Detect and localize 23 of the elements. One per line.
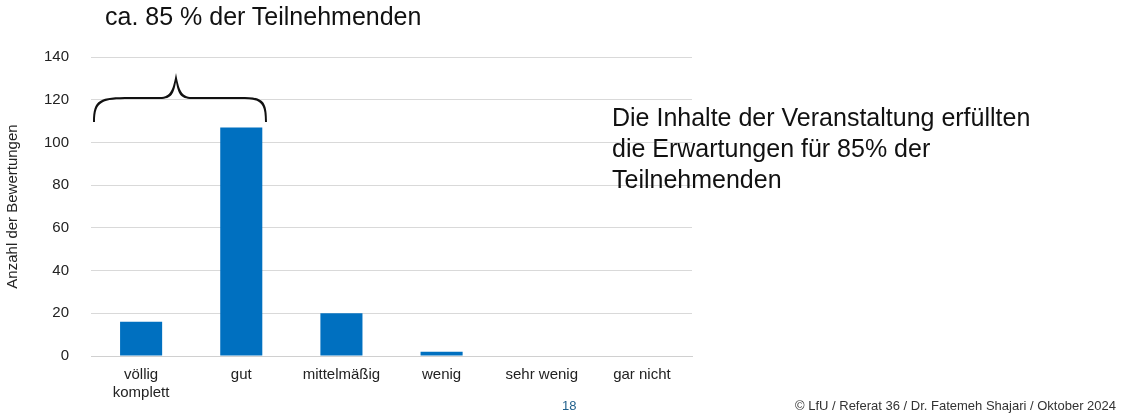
x-tick-label: wenig [420, 365, 462, 383]
x-tick-label: völlig komplett [112, 365, 171, 401]
y-tick-label: 80 [52, 175, 70, 193]
x-tick-label: gut [230, 365, 253, 383]
x-tick-label: sehr wenig [505, 365, 579, 383]
bar [320, 313, 363, 356]
y-tick-label: 20 [52, 303, 70, 321]
y-tick-label: 100 [44, 132, 70, 150]
y-tick-label: 140 [44, 47, 70, 65]
y-tick-label: 60 [52, 218, 70, 235]
annotation: Die Inhalte der Veranstaltung erfüllten die Erwartungen für 85% der Teilnehmenden [612, 102, 1032, 195]
y-tick-label: 120 [44, 89, 70, 107]
x-tick-label: mittelmäßig [302, 365, 381, 383]
x-tick-label: gar nicht [613, 365, 672, 383]
y-tick-label: 40 [52, 260, 70, 278]
y-axis-title: Anzahl der Bewertungen [3, 124, 21, 289]
text: © LfU / Referat 36 / Dr. Fatemeh Shajari / Oktober 2024 [795, 398, 1117, 413]
chart-title: ca. 85 % der Teilnehmenden [105, 2, 422, 31]
bar [120, 321, 163, 356]
text: 18 [562, 398, 577, 413]
bar [420, 351, 463, 356]
bar [220, 127, 263, 356]
y-tick-label: 0 [60, 346, 70, 364]
